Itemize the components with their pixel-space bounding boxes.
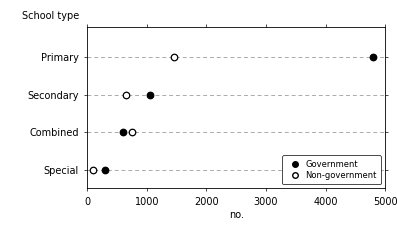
Point [102, 168, 108, 171]
Point [123, 93, 129, 96]
Point [147, 93, 153, 96]
Point [129, 130, 135, 134]
Point [370, 55, 376, 59]
Point [171, 55, 177, 59]
Text: School type: School type [22, 11, 79, 21]
X-axis label: no.: no. [229, 210, 244, 220]
Point [90, 168, 96, 171]
Legend: Government, Non-government: Government, Non-government [282, 155, 381, 184]
Point [120, 130, 126, 134]
